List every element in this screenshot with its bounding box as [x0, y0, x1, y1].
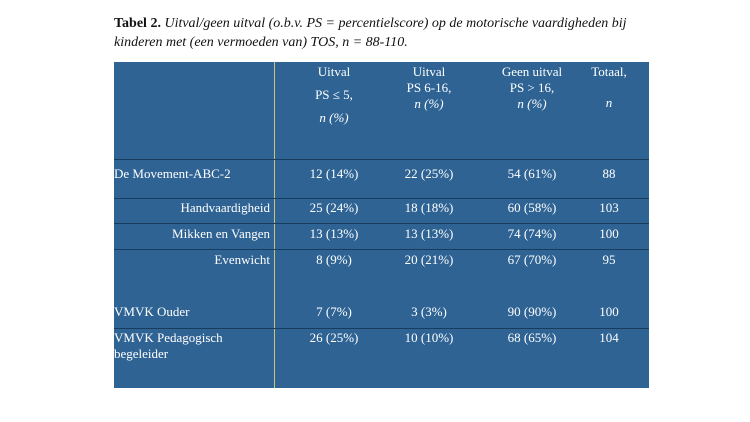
cell: 18 (18%)	[404, 200, 454, 215]
row-divider	[114, 328, 649, 329]
cell: 90 (90%)	[507, 304, 557, 319]
header-col1-line2: PS ≤ 5,	[315, 87, 353, 102]
cell: 25 (24%)	[309, 200, 359, 215]
table-caption: Tabel 2. Uitval/geen uitval (o.b.v. PS =…	[114, 14, 674, 52]
header-col1-line1: Uitval	[317, 64, 351, 79]
row-divider	[114, 223, 649, 224]
column-divider	[274, 62, 275, 388]
header-col3: Geen uitval PS > 16, n (%)	[484, 64, 580, 112]
cell: 22 (25%)	[404, 166, 454, 181]
header-col3-line1: Geen uitval	[501, 64, 563, 79]
cell: 13 (13%)	[309, 226, 359, 241]
header-col2: Uitval PS 6-16, n (%)	[384, 64, 474, 112]
cell: 74 (74%)	[507, 226, 557, 241]
cell: 100	[599, 304, 619, 319]
header-col4: Totaal, n	[584, 64, 634, 111]
row-label-line2: begeleider	[114, 346, 169, 361]
cell: 68 (65%)	[507, 330, 557, 345]
header-col3-line3: n (%)	[517, 96, 547, 111]
cell: 95	[602, 252, 616, 267]
row-divider	[114, 159, 649, 160]
cell: 103	[599, 200, 619, 215]
header-col1-line3: n (%)	[319, 110, 349, 125]
row-label-vmvk-ouder: VMVK Ouder	[114, 304, 190, 319]
caption-text-line2: kinderen met (een vermoeden van) TOS, n …	[114, 35, 408, 50]
caption-text-line1: Uitval/geen uitval (o.b.v. PS = percenti…	[164, 16, 627, 31]
header-col4-line3: n	[605, 95, 613, 110]
results-table: Uitval PS ≤ 5, n (%) Uitval PS 6-16, n (…	[114, 62, 649, 388]
header-col2-line1: Uitval	[412, 64, 446, 79]
row-label-evenwicht: Evenwicht	[214, 252, 270, 267]
header-col4-line1: Totaal,	[591, 64, 627, 79]
cell: 20 (21%)	[404, 252, 454, 267]
row-divider	[114, 249, 649, 250]
cell: 12 (14%)	[309, 166, 359, 181]
header-col3-line2: PS > 16,	[509, 80, 555, 95]
cell: 7 (7%)	[316, 304, 352, 319]
cell: 8 (9%)	[316, 252, 352, 267]
cell: 100	[599, 226, 619, 241]
row-label-mikken-en-vangen: Mikken en Vangen	[172, 226, 270, 241]
cell: 104	[599, 330, 619, 345]
row-label-handvaardigheid: Handvaardigheid	[180, 200, 270, 215]
header-col2-line3: n (%)	[414, 96, 444, 111]
cell: 88	[602, 166, 616, 181]
cell: 54 (61%)	[507, 166, 557, 181]
row-divider	[114, 198, 649, 199]
cell: 26 (25%)	[309, 330, 359, 345]
header-col2-line2: PS 6-16,	[406, 80, 452, 95]
cell: 60 (58%)	[507, 200, 557, 215]
header-col1: Uitval PS ≤ 5, n (%)	[289, 64, 379, 126]
cell: 10 (10%)	[404, 330, 454, 345]
row-label-vmvk-pedagogisch-begeleider: VMVK Pedagogisch begeleider	[114, 330, 223, 362]
row-label-movement-abc: De Movement-ABC-2	[114, 166, 231, 181]
cell: 67 (70%)	[507, 252, 557, 267]
cell: 13 (13%)	[404, 226, 454, 241]
cell: 3 (3%)	[411, 304, 447, 319]
caption-label: Tabel 2.	[114, 16, 161, 31]
row-label-line1: VMVK Pedagogisch	[114, 330, 223, 345]
